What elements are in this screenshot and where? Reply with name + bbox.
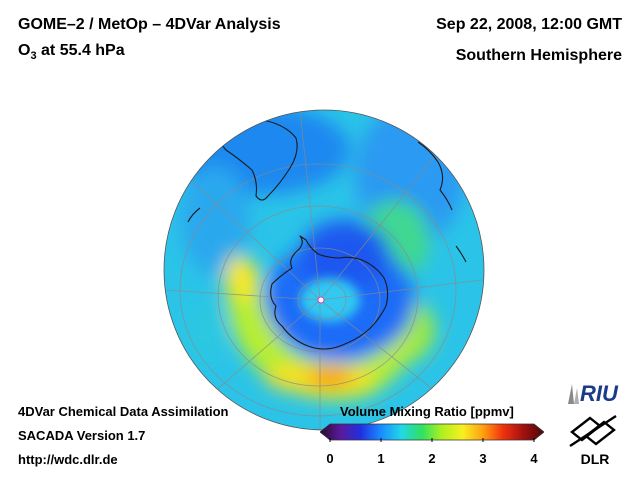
- riu-logo-mark: [568, 384, 574, 404]
- africa-coast: [417, 141, 453, 211]
- colorbar-title: Volume Mixing Ratio [ppmv]: [340, 404, 514, 419]
- pacific-island-coast: [187, 207, 201, 223]
- field-yellow-west: [224, 258, 260, 302]
- coastlines: [187, 118, 467, 350]
- colorbar-gradient: [320, 423, 544, 441]
- graticule-meridian: [179, 169, 321, 301]
- riu-logo-mark: [574, 388, 579, 404]
- region-label: Southern Hemisphere: [455, 47, 622, 64]
- colorbar-tick-label: 1: [377, 451, 385, 466]
- graticule-circle: [217, 205, 419, 387]
- dlr-logo: DLR: [569, 414, 617, 467]
- graticule: [164, 110, 483, 430]
- field-green-ring: [227, 254, 412, 400]
- species-symbol: O: [18, 42, 31, 59]
- field-cyan-pole: [300, 278, 360, 322]
- field-orange-south: [308, 370, 352, 386]
- graticule-meridian: [204, 299, 321, 401]
- pressure-level: at 55.4 hPa: [36, 42, 125, 59]
- map-title: GOME–2 / MetOp – 4DVar Analysis: [18, 16, 281, 33]
- riu-logo: RIU: [568, 381, 619, 406]
- riu-logo-text: RIU: [580, 381, 619, 406]
- graticule-meridian: [319, 299, 441, 396]
- antarctica-coast: [270, 235, 389, 350]
- colorbar-tick-marks: [329, 438, 535, 442]
- species-subscript: 3: [30, 50, 37, 63]
- colorbar-tick-label: 3: [479, 451, 487, 466]
- field-cyan-southwest: [187, 300, 223, 360]
- datetime-label: Sep 22, 2008, 12:00 GMT: [436, 16, 622, 33]
- madagascar-coast: [455, 245, 467, 263]
- graticule-meridian: [319, 149, 441, 301]
- colorbar-tick-label: 2: [428, 451, 436, 466]
- dlr-logo-mark: [569, 414, 617, 448]
- graticule-meridian: [319, 279, 483, 301]
- field-blue-west: [180, 165, 250, 275]
- colorbar-tick-label: 4: [530, 451, 538, 466]
- footer-version: SACADA Version 1.7: [18, 428, 146, 443]
- footer-system-name: 4DVar Chemical Data Assimilation: [18, 404, 229, 419]
- graticule-circle: [297, 279, 347, 321]
- south-pole-marker: [317, 296, 325, 304]
- graticule-meridian: [164, 289, 321, 301]
- species-level-label: O3 at 55.4 hPa: [18, 42, 125, 62]
- graticule-circle: [179, 163, 457, 417]
- graticule-meridian: [299, 110, 321, 301]
- dlr-logo-text: DLR: [581, 451, 610, 467]
- colorbar: [320, 423, 544, 442]
- field-blue-core-north: [300, 220, 390, 290]
- south-america-coast: [218, 118, 298, 201]
- footer-url[interactable]: http://wdc.dlr.de: [18, 452, 118, 467]
- colorbar-tick-label: 0: [326, 451, 334, 466]
